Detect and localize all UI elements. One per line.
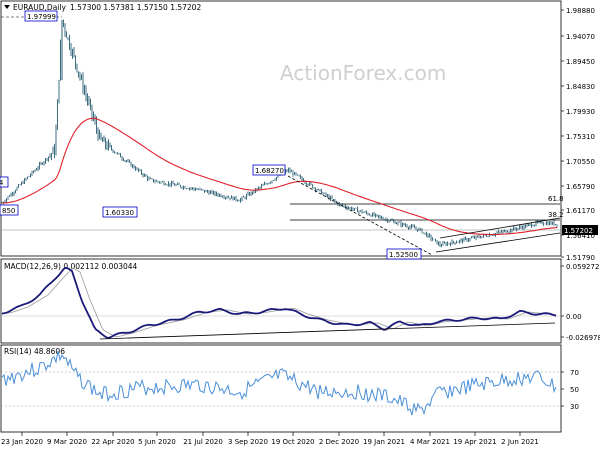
rsi-line: [1, 350, 557, 416]
macd-panel[interactable]: [0, 258, 562, 344]
watermark: ActionForex.com: [280, 61, 446, 85]
candles: [1, 19, 558, 248]
x-tick-label: 2 Jun 2021: [501, 438, 539, 446]
svg-text:1.68270: 1.68270: [255, 167, 284, 175]
x-tick-label: 5 Jun 2020: [138, 438, 176, 446]
x-tick-label: 22 Apr 2020: [91, 438, 134, 446]
current-price-tag: 1.57202: [562, 225, 598, 235]
collapse-triangle-icon[interactable]: [4, 5, 10, 9]
moving-average-line: [2, 117, 558, 236]
price-tick-label: 1.94070: [566, 33, 595, 41]
rsi-panel[interactable]: [0, 344, 562, 433]
svg-text:1.57202: 1.57202: [564, 227, 593, 235]
x-tick-label: 19 Jan 2021: [363, 438, 405, 446]
macd-header: MACD(12,26,9) 0.002112 0.003044: [4, 262, 138, 271]
macd-line: [1, 266, 557, 340]
macd-tick-label: 0.00: [566, 313, 582, 321]
left-label-1: 854: [0, 176, 9, 188]
trend-dashed-line: [287, 175, 433, 256]
svg-text:1.97999: 1.97999: [27, 13, 56, 21]
x-tick-label: 4 Mar 2021: [410, 438, 450, 446]
price-axis: 1.98880 1.94070 1.89450 1.84830 1.79930 1.753…: [561, 7, 595, 262]
macd-axis: 0.059272 0.00 -0.026978: [561, 263, 600, 342]
high-oct-label: 1.68270: [252, 164, 286, 176]
channel-lower-line: [435, 232, 561, 253]
peak-label: 1.97999: [24, 10, 58, 22]
price-panel[interactable]: [0, 0, 562, 257]
price-tick-label: 1.56410: [566, 232, 595, 240]
price-tick-label: 1.70550: [566, 158, 595, 166]
svg-text:1.60330: 1.60330: [105, 209, 134, 217]
price-tick-label: 1.98880: [566, 7, 595, 15]
x-tick-label: 2 Dec 2020: [319, 438, 359, 446]
rsi-header: RSI(14) 48.8606: [4, 347, 65, 356]
rsi-tick-label: 50: [570, 386, 579, 394]
x-tick-label: 3 Sep 2020: [228, 438, 268, 446]
price-tick-label: 1.84830: [566, 83, 595, 91]
macd-trendline: [99, 322, 556, 340]
left-label-2: 850: [0, 204, 19, 216]
x-axis: 23 Jan 2020 9 Mar 2020 22 Apr 2020 5 Jun 20…: [1, 432, 539, 446]
fib-618-label: 61.8: [548, 195, 564, 203]
symbol-label: EURAUD,Daily: [13, 3, 66, 12]
low-jul-label: 1.60330: [102, 206, 138, 218]
x-tick-label: 19 Oct 2020: [271, 438, 314, 446]
rsi-tick-label: 70: [570, 369, 579, 377]
svg-text:850: 850: [2, 207, 15, 215]
price-tick-label: 1.79930: [566, 108, 595, 116]
x-tick-label: 21 Jul 2020: [183, 438, 223, 446]
price-tick-label: 1.51790: [566, 254, 595, 262]
ohlc-label: 1.57300 1.57381 1.57150 1.57202: [70, 3, 201, 12]
low-jan-label: 1.52500: [386, 248, 422, 260]
rsi-tick-label: 30: [570, 403, 579, 411]
price-tick-label: 1.61170: [566, 207, 595, 215]
x-tick-label: 9 Mar 2020: [47, 438, 87, 446]
price-tick-label: 1.65790: [566, 183, 595, 191]
fib-382-label: 38.2: [548, 211, 564, 219]
price-tick-label: 1.89450: [566, 58, 595, 66]
svg-text:1.52500: 1.52500: [389, 251, 418, 259]
x-tick-label: 19 Apr 2021: [453, 438, 496, 446]
x-tick-label: 23 Jan 2020: [1, 438, 43, 446]
channel-upper-line: [439, 217, 561, 239]
macd-tick-label: -0.026978: [566, 334, 600, 342]
rsi-axis: 70 50 30: [561, 369, 579, 411]
price-tick-label: 1.75310: [566, 133, 595, 141]
macd-tick-label: 0.059272: [566, 263, 599, 271]
svg-text:854: 854: [0, 179, 4, 187]
